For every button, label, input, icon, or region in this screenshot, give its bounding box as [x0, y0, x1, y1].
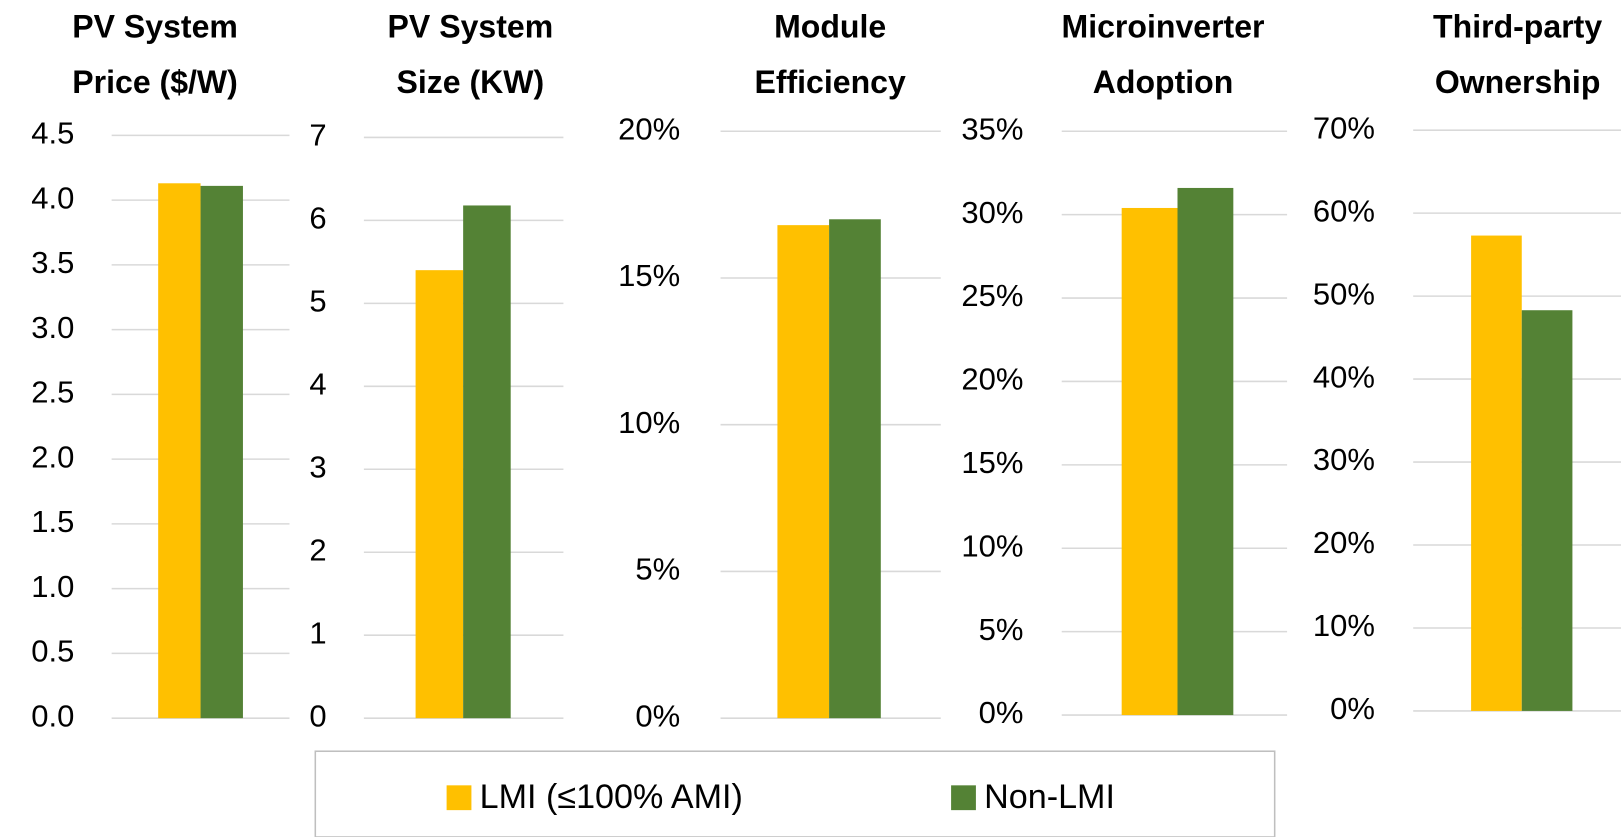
y-tick-label: 4 [309, 367, 326, 402]
y-tick-label: 2.5 [31, 375, 74, 410]
y-tick-label: 0% [635, 698, 680, 733]
y-tick-label: 10% [1313, 608, 1375, 643]
y-tick-label: 3 [309, 449, 326, 484]
y-tick-label: 5% [979, 612, 1024, 647]
chart-title: Efficiency [754, 64, 906, 100]
y-tick-label: 3.0 [31, 310, 74, 345]
y-tick-label: 25% [961, 278, 1023, 313]
y-tick-label: 0% [1330, 691, 1375, 726]
y-tick-label: 10% [618, 405, 680, 440]
y-tick-label: 3.5 [31, 245, 74, 280]
y-tick-label: 15% [618, 258, 680, 293]
y-tick-label: 40% [1313, 359, 1375, 394]
y-tick-label: 60% [1313, 193, 1375, 228]
legend-label: Non-LMI [984, 778, 1115, 816]
y-tick-label: 0 [309, 698, 326, 733]
y-tick-label: 50% [1313, 276, 1375, 311]
y-tick-label: 20% [618, 111, 680, 146]
bar [158, 183, 201, 719]
chart-title: PV System [388, 8, 554, 44]
bar [200, 185, 243, 719]
y-tick-label: 20% [1313, 525, 1375, 560]
chart-title: Module [774, 8, 886, 44]
y-tick-label: 70% [1313, 110, 1375, 145]
legend-box [314, 750, 1276, 837]
legend-swatch [951, 785, 976, 811]
y-tick-label: 0% [979, 695, 1024, 730]
y-tick-label: 6 [309, 201, 326, 236]
bar [829, 219, 881, 719]
bar [1471, 235, 1522, 711]
bar [1121, 207, 1178, 716]
y-tick-label: 4.5 [31, 116, 74, 151]
y-tick-label: 2.0 [31, 439, 74, 474]
chart-title: Microinverter [1062, 8, 1265, 44]
y-tick-label: 0.5 [31, 634, 74, 669]
y-tick-label: 7 [309, 118, 326, 153]
bar [1521, 310, 1573, 711]
chart-title: Ownership [1435, 64, 1601, 100]
y-tick-label: 30% [961, 195, 1023, 230]
y-tick-label: 20% [961, 362, 1023, 397]
chart-title: Adoption [1093, 64, 1234, 100]
chart-title: PV System [72, 8, 238, 44]
y-tick-label: 10% [961, 528, 1023, 563]
y-tick-label: 2 [309, 532, 326, 567]
y-tick-label: 1.0 [31, 569, 74, 604]
bar [1177, 187, 1234, 716]
chart-title: Price ($/W) [72, 64, 238, 100]
y-tick-label: 5 [309, 284, 326, 319]
y-tick-label: 15% [961, 445, 1023, 480]
y-tick-label: 1.5 [31, 504, 74, 539]
y-tick-label: 0.0 [31, 698, 74, 733]
bar [463, 205, 511, 719]
y-tick-label: 5% [635, 552, 680, 587]
y-tick-label: 4.0 [31, 180, 74, 215]
y-tick-label: 35% [961, 111, 1023, 146]
bar [415, 270, 464, 719]
legend-label: LMI (≤100% AMI) [480, 778, 743, 816]
y-tick-label: 30% [1313, 442, 1375, 477]
y-tick-label: 1 [309, 615, 326, 650]
legend-swatch [446, 785, 472, 811]
bar [777, 225, 830, 719]
chart-title: Third-party [1433, 8, 1602, 44]
chart-title: Size (KW) [397, 64, 545, 100]
